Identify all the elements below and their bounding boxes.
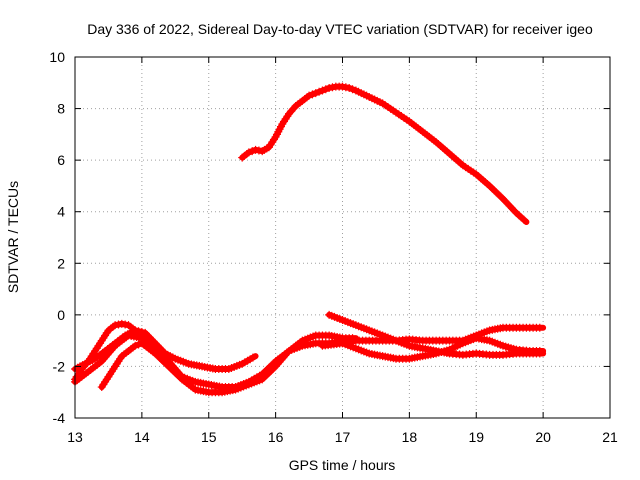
series-arc-right-c [338,334,547,363]
data-series [71,82,547,397]
x-tick-label: 18 [402,429,418,445]
y-tick-label: 10 [49,49,65,65]
x-tick-label: 20 [535,429,551,445]
axis-ticks: 13 14 15 16 17 18 19 20 21 -4 -2 0 2 4 6 8 10 [49,49,618,445]
data-point [308,90,317,99]
data-point [141,328,150,337]
data-point [248,147,257,156]
chart-title: Day 336 of 2022, Sidereal Day-to-day VTE… [87,21,593,37]
series-arc-left-c [71,331,359,392]
data-point [311,89,320,98]
data-point [305,91,314,100]
data-point [131,341,140,350]
data-point [325,83,334,92]
x-tick-label: 21 [602,429,618,445]
data-point [134,327,143,336]
data-point [338,82,347,91]
data-point [321,85,330,94]
grid-lines [75,57,610,418]
data-point [535,346,544,355]
y-tick-label: -2 [53,358,66,374]
y-tick-label: 0 [57,307,65,323]
data-point [519,215,528,224]
data-point [318,86,327,95]
x-tick-label: 17 [335,429,351,445]
y-tick-label: 2 [57,255,65,271]
y-axis-label: SDTVAR / TECUs [5,181,21,293]
x-tick-label: 13 [67,429,83,445]
y-tick-label: 8 [57,101,65,117]
data-point [328,83,337,92]
x-tick-label: 15 [201,429,217,445]
data-point [251,145,260,154]
data-point [535,323,544,332]
data-point [131,326,140,335]
data-point [114,320,123,329]
series-arc-left-d [97,331,359,397]
y-tick-label: 6 [57,152,65,168]
y-tick-label: 4 [57,204,65,220]
data-point [117,319,126,328]
data-point [315,87,324,96]
y-tick-label: -4 [53,410,66,426]
data-point [345,83,354,92]
data-point [248,353,257,362]
data-point [244,148,253,157]
x-tick-label: 14 [134,429,150,445]
data-point [143,330,152,339]
data-point [111,321,120,330]
x-axis-label: GPS time / hours [289,457,396,473]
data-point [348,85,357,94]
x-tick-label: 16 [268,429,284,445]
series-arc-high [238,82,530,226]
data-point [121,320,130,329]
data-point [145,333,154,342]
x-tick-label: 19 [468,429,484,445]
data-point [341,83,350,92]
data-point [254,146,263,155]
